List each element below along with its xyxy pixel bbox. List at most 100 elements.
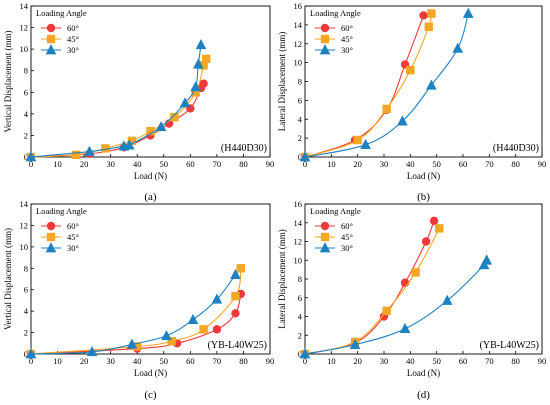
x-tick-label: 20 (353, 159, 362, 169)
legend-marker (319, 242, 331, 253)
data-point (411, 268, 420, 277)
x-tick-label: 80 (239, 356, 248, 366)
series-60-deg (300, 11, 428, 162)
data-point (199, 79, 208, 88)
legend: Loading Angle 60°45°30° (36, 8, 87, 55)
data-point (155, 120, 167, 132)
legend-marker (46, 23, 56, 33)
y-tick-label: 6 (24, 285, 28, 295)
data-point (25, 151, 37, 162)
series-30-deg (299, 7, 474, 162)
data-point (202, 54, 211, 64)
y-tick-label: 0 (298, 152, 302, 162)
data-point (126, 338, 138, 349)
series-45-deg (300, 224, 444, 359)
x-tick-label: 50 (160, 356, 169, 366)
data-point (192, 58, 204, 69)
data-point (397, 115, 408, 126)
legend-label: 60° (341, 23, 353, 33)
legend-label: 45° (67, 34, 79, 44)
x-tick-label: 50 (432, 159, 441, 169)
x-tick-label: 60 (186, 356, 195, 366)
data-point (170, 112, 179, 122)
data-point (462, 7, 474, 18)
x-tick-label: 80 (239, 159, 248, 169)
data-point (441, 294, 453, 305)
legend-title: Loading Angle (36, 206, 87, 216)
panel-caption: (a) (144, 191, 157, 203)
y-tick-label: 10 (294, 255, 303, 265)
x-tick-label: 0 (29, 356, 33, 366)
legend-marker (320, 221, 330, 231)
data-point (146, 126, 155, 136)
x-tick-label: 90 (538, 356, 547, 366)
data-point (427, 9, 436, 18)
series-30-deg (299, 254, 493, 359)
x-tick-label: 50 (160, 159, 169, 169)
panel-caption: (d) (417, 389, 430, 401)
y-tick-label: 8 (24, 66, 28, 76)
x-tick-label: 0 (29, 159, 33, 169)
chart-panel-1: 0 10 20 30 40 50 60 70 80 90 0 2 4 6 8 10 12 14 Load (N) Ve… (3, 1, 274, 203)
x-axis-label: Load (N) (134, 368, 167, 378)
y-axis-label: Lateral Displacement (mm) (277, 32, 287, 131)
legend-label: 60° (67, 23, 79, 33)
y-tick-label: 10 (20, 44, 29, 54)
legend-marker (45, 44, 57, 55)
legend-title: Loading Angle (310, 206, 361, 216)
series-45-deg (26, 54, 211, 162)
data-point (382, 104, 391, 114)
y-tick-label: 0 (24, 152, 28, 162)
y-tick-label: 2 (298, 133, 302, 143)
legend-label: 45° (67, 232, 79, 242)
data-point (211, 293, 223, 304)
y-tick-label: 8 (298, 274, 302, 284)
y-axis-label: Vertical Displacement (mm) (3, 31, 13, 133)
data-point (71, 150, 81, 160)
x-axis-label: Load (N) (134, 171, 167, 181)
x-tick-label: 80 (511, 356, 520, 366)
legend-label: 45° (341, 232, 353, 242)
data-point (360, 138, 371, 150)
data-point (127, 136, 137, 146)
legend-label: 60° (67, 221, 79, 231)
chart-panel-3: 0 10 20 30 40 50 60 70 80 90 0 2 4 6 8 10 12 14 Load (N) Ve… (3, 199, 274, 401)
y-tick-label: 12 (294, 237, 303, 247)
data-point (426, 79, 437, 90)
legend-marker (46, 34, 56, 44)
series-line (304, 13, 469, 158)
x-tick-label: 0 (303, 159, 307, 169)
data-point (400, 278, 410, 287)
x-tick-label: 60 (459, 159, 468, 169)
legend-title: Loading Angle (36, 8, 87, 18)
legend-marker (46, 232, 56, 242)
x-tick-label: 40 (406, 356, 415, 366)
data-point (481, 254, 493, 265)
legend-marker (45, 242, 57, 253)
y-tick-label: 12 (294, 39, 303, 49)
y-tick-label: 4 (298, 312, 303, 322)
series-45-deg (300, 9, 436, 162)
data-point (435, 224, 444, 233)
legend-title: Loading Angle (310, 8, 361, 18)
x-tick-label: 70 (485, 159, 494, 169)
data-point (424, 22, 433, 31)
y-tick-label: 14 (294, 218, 303, 228)
series-line (30, 58, 207, 158)
y-tick-label: 12 (20, 220, 29, 230)
plot-frame (30, 5, 271, 158)
legend-label: 60° (341, 221, 353, 231)
plot-frame (30, 203, 271, 355)
x-tick-label: 30 (380, 356, 389, 366)
series-line (304, 259, 489, 355)
data-point (195, 38, 207, 50)
data-point (190, 81, 201, 92)
y-tick-label: 14 (294, 20, 303, 30)
legend-marker (319, 44, 331, 55)
x-tick-label: 0 (303, 356, 307, 366)
x-tick-label: 20 (80, 356, 89, 366)
y-tick-label: 0 (298, 349, 302, 359)
x-tick-label: 30 (380, 159, 389, 169)
x-tick-label: 70 (213, 159, 222, 169)
